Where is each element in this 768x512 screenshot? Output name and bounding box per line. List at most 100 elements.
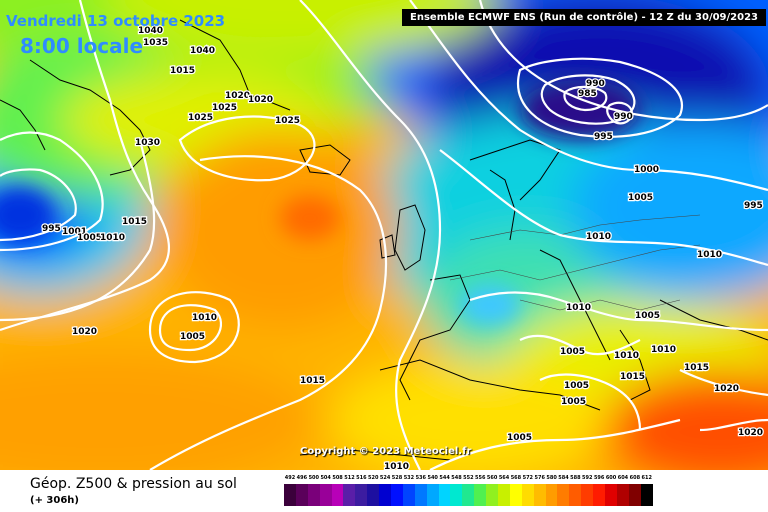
legend-swatch: 532 — [402, 475, 415, 507]
legend-swatch: 564 — [498, 475, 511, 507]
isobar-label: 1005 — [507, 433, 532, 443]
copyright-notice: Copyright © 2023 Meteociel.fr — [300, 446, 472, 457]
legend-color — [307, 484, 320, 506]
legend-color — [462, 484, 475, 506]
legend-value: 552 — [463, 475, 474, 481]
coastlines — [0, 19, 768, 461]
isobar-label: 1005 — [560, 347, 585, 357]
legend-value: 604 — [617, 475, 629, 481]
isobar-label: 1005 — [628, 193, 653, 203]
isobar-label: 1005 — [77, 233, 102, 243]
legend-value: 568 — [510, 475, 522, 481]
legend-swatch: 592 — [581, 475, 594, 507]
legend-color — [581, 484, 594, 506]
legend-value: 540 — [427, 475, 438, 481]
legend-value: 580 — [546, 475, 557, 481]
isobar-label: 1005 — [180, 332, 205, 342]
legend-value: 500 — [308, 475, 319, 481]
map-footer: Géop. Z500 & pression au sol (+ 306h) 49… — [0, 470, 768, 512]
legend-swatch: 524 — [379, 475, 392, 507]
isobar-labels: 1035 1040 1040 1015 1020 1025 1020 1025 … — [41, 25, 765, 470]
legend-swatch: 512 — [343, 475, 356, 507]
legend-color — [474, 484, 487, 506]
isobar-label: 1030 — [135, 138, 160, 148]
isobar-label: 1020 — [72, 327, 97, 337]
legend-color — [367, 484, 380, 506]
legend-swatch: 552 — [462, 475, 475, 507]
isobar-label: 1025 — [188, 113, 213, 123]
isobar-label: 1005 — [561, 397, 586, 407]
isobar-label: 1015 — [122, 217, 147, 227]
isobar-label: 1010 — [614, 351, 639, 361]
legend-swatch: 612 — [640, 475, 653, 507]
legend-color — [557, 484, 570, 506]
isobar-label: 1040 — [190, 46, 215, 56]
legend-value: 564 — [498, 475, 510, 481]
isobar-label: 1000 — [634, 165, 659, 175]
isobar-label: 1020 — [248, 95, 273, 105]
geopotential-map: 1035 1040 1040 1015 1020 1025 1020 1025 … — [0, 0, 768, 470]
legend-color — [605, 484, 618, 506]
isobar-label: 1020 — [225, 91, 250, 101]
legend-color — [319, 484, 332, 506]
legend-swatch: 516 — [355, 475, 368, 507]
forecast-time: 8:00 locale — [20, 34, 144, 58]
legend-value: 524 — [379, 475, 391, 481]
isobar-label: 1005 — [564, 381, 589, 391]
legend-swatch: 604 — [616, 475, 629, 507]
isobar-label: 1025 — [275, 116, 300, 126]
legend-swatch: 596 — [593, 475, 606, 507]
legend-value: 532 — [403, 475, 415, 481]
legend-color — [498, 484, 511, 506]
legend-swatch: 520 — [367, 475, 380, 507]
legend-color — [545, 484, 558, 506]
legend-value: 504 — [320, 475, 331, 481]
legend-value: 572 — [522, 475, 534, 481]
legend-color — [509, 484, 522, 506]
legend-swatch: 504 — [319, 475, 332, 507]
isobar-label: 1020 — [714, 384, 739, 394]
legend-swatch: 528 — [391, 475, 404, 507]
isobar-label: 1015 — [684, 363, 709, 373]
isobar-label: 1035 — [143, 38, 168, 48]
legend-swatch: 560 — [486, 475, 499, 507]
legend-value: 544 — [439, 475, 450, 481]
isobar-label: 1001 — [62, 227, 87, 237]
legend-color — [486, 484, 499, 506]
isobar-label: 1025 — [212, 103, 237, 113]
legend-value: 536 — [415, 475, 427, 481]
legend-swatch: 496 — [295, 475, 308, 507]
legend-swatch: 576 — [533, 475, 546, 507]
legend-swatch: 584 — [557, 475, 570, 507]
legend-value: 588 — [570, 475, 581, 481]
isobar-label: 1010 — [586, 232, 611, 242]
legend-color — [438, 484, 451, 506]
isobar-label: 1010 — [651, 345, 676, 355]
legend-swatch: 540 — [426, 475, 439, 507]
color-scale-legend: 492 496 500 504 508 512 516 520 524 528 532 536 540 5… — [284, 475, 653, 507]
isobar-label: 1015 — [300, 376, 325, 386]
legend-value: 612 — [641, 475, 652, 481]
legend-value: 592 — [582, 475, 593, 481]
legend-color — [295, 484, 308, 506]
legend-value: 576 — [534, 475, 545, 481]
isobar-label: 985 — [578, 89, 597, 99]
legend-value: 528 — [391, 475, 403, 481]
legend-color — [450, 484, 463, 506]
isobar-label: 995 — [744, 201, 763, 211]
isobar-label: 1010 — [100, 233, 125, 243]
legend-value: 516 — [356, 475, 367, 481]
legend-swatch: 492 — [284, 475, 296, 507]
legend-color — [569, 484, 582, 506]
legend-color — [343, 484, 356, 506]
legend-swatch: 548 — [450, 475, 463, 507]
isobar-label: 1010 — [192, 313, 217, 323]
isobar-label: 995 — [42, 224, 61, 234]
legend-swatch: 508 — [331, 475, 344, 507]
model-run-label: Ensemble ECMWF ENS (Run de contrôle) - 1… — [402, 9, 766, 26]
isobar-lines — [0, 0, 768, 470]
map-title: Géop. Z500 & pression au sol — [30, 476, 237, 492]
legend-value: 556 — [475, 475, 486, 481]
legend-value: 492 — [284, 475, 296, 481]
